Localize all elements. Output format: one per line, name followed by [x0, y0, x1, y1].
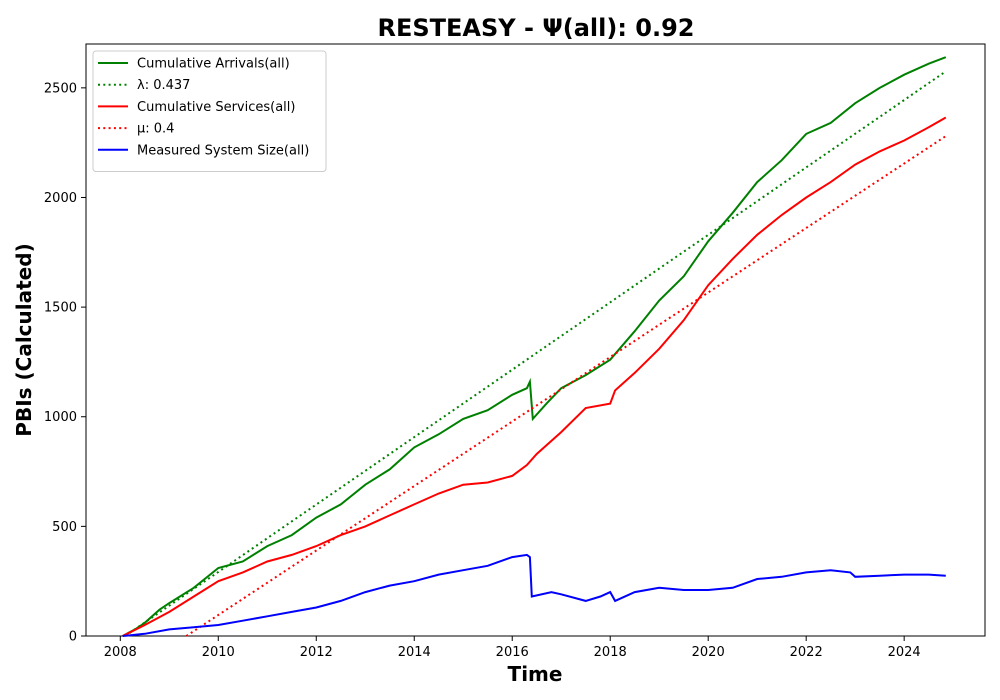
x-axis-label: Time	[508, 662, 563, 686]
series-line-1	[124, 70, 947, 637]
x-tick-label-1: 2010	[202, 645, 235, 660]
legend-frame	[92, 50, 327, 172]
series-line-2	[122, 116, 947, 637]
x-tick-label-4: 2016	[496, 645, 529, 660]
x-tick-label-8: 2024	[888, 645, 921, 660]
series-line-4	[122, 553, 946, 637]
x-tick-label-3: 2014	[398, 645, 431, 660]
x-tick-label-2: 2012	[300, 645, 333, 660]
x-tick-label-6: 2020	[692, 645, 725, 660]
chart-title: RESTEASY - Ψ(all): 0.92	[378, 14, 695, 42]
y-tick-label-5: 2500	[44, 81, 77, 96]
legend: Cumulative Arrivals(all) λ: 0.437 Cumulati…	[92, 50, 327, 172]
y-axis-label: PBIs (Calculated)	[12, 243, 36, 436]
y-tick-label-2: 1000	[44, 410, 77, 425]
legend-label-4: Measured System Size(all)	[137, 143, 309, 158]
y-tick-label-1: 500	[52, 520, 77, 535]
series-line-0	[122, 56, 947, 637]
axis-layer: 2008 2010 2012 2014 2016 2018 2020 2022 2024 0 500…	[44, 81, 921, 660]
series-layer	[122, 56, 947, 637]
legend-label-0: Cumulative Arrivals(all)	[137, 57, 290, 72]
x-tick-label-5: 2018	[594, 645, 627, 660]
plot-area	[85, 43, 986, 637]
x-tick-label-7: 2022	[790, 645, 823, 660]
x-tick-label-0: 2008	[104, 645, 137, 660]
y-tick-label-4: 2000	[44, 191, 77, 206]
legend-label-2: Cumulative Services(all)	[137, 100, 295, 115]
legend-label-3: μ: 0.4	[137, 122, 174, 137]
y-tick-label-3: 1500	[44, 301, 77, 316]
legend-label-1: λ: 0.437	[137, 78, 190, 93]
y-tick-label-0: 0	[69, 630, 77, 645]
